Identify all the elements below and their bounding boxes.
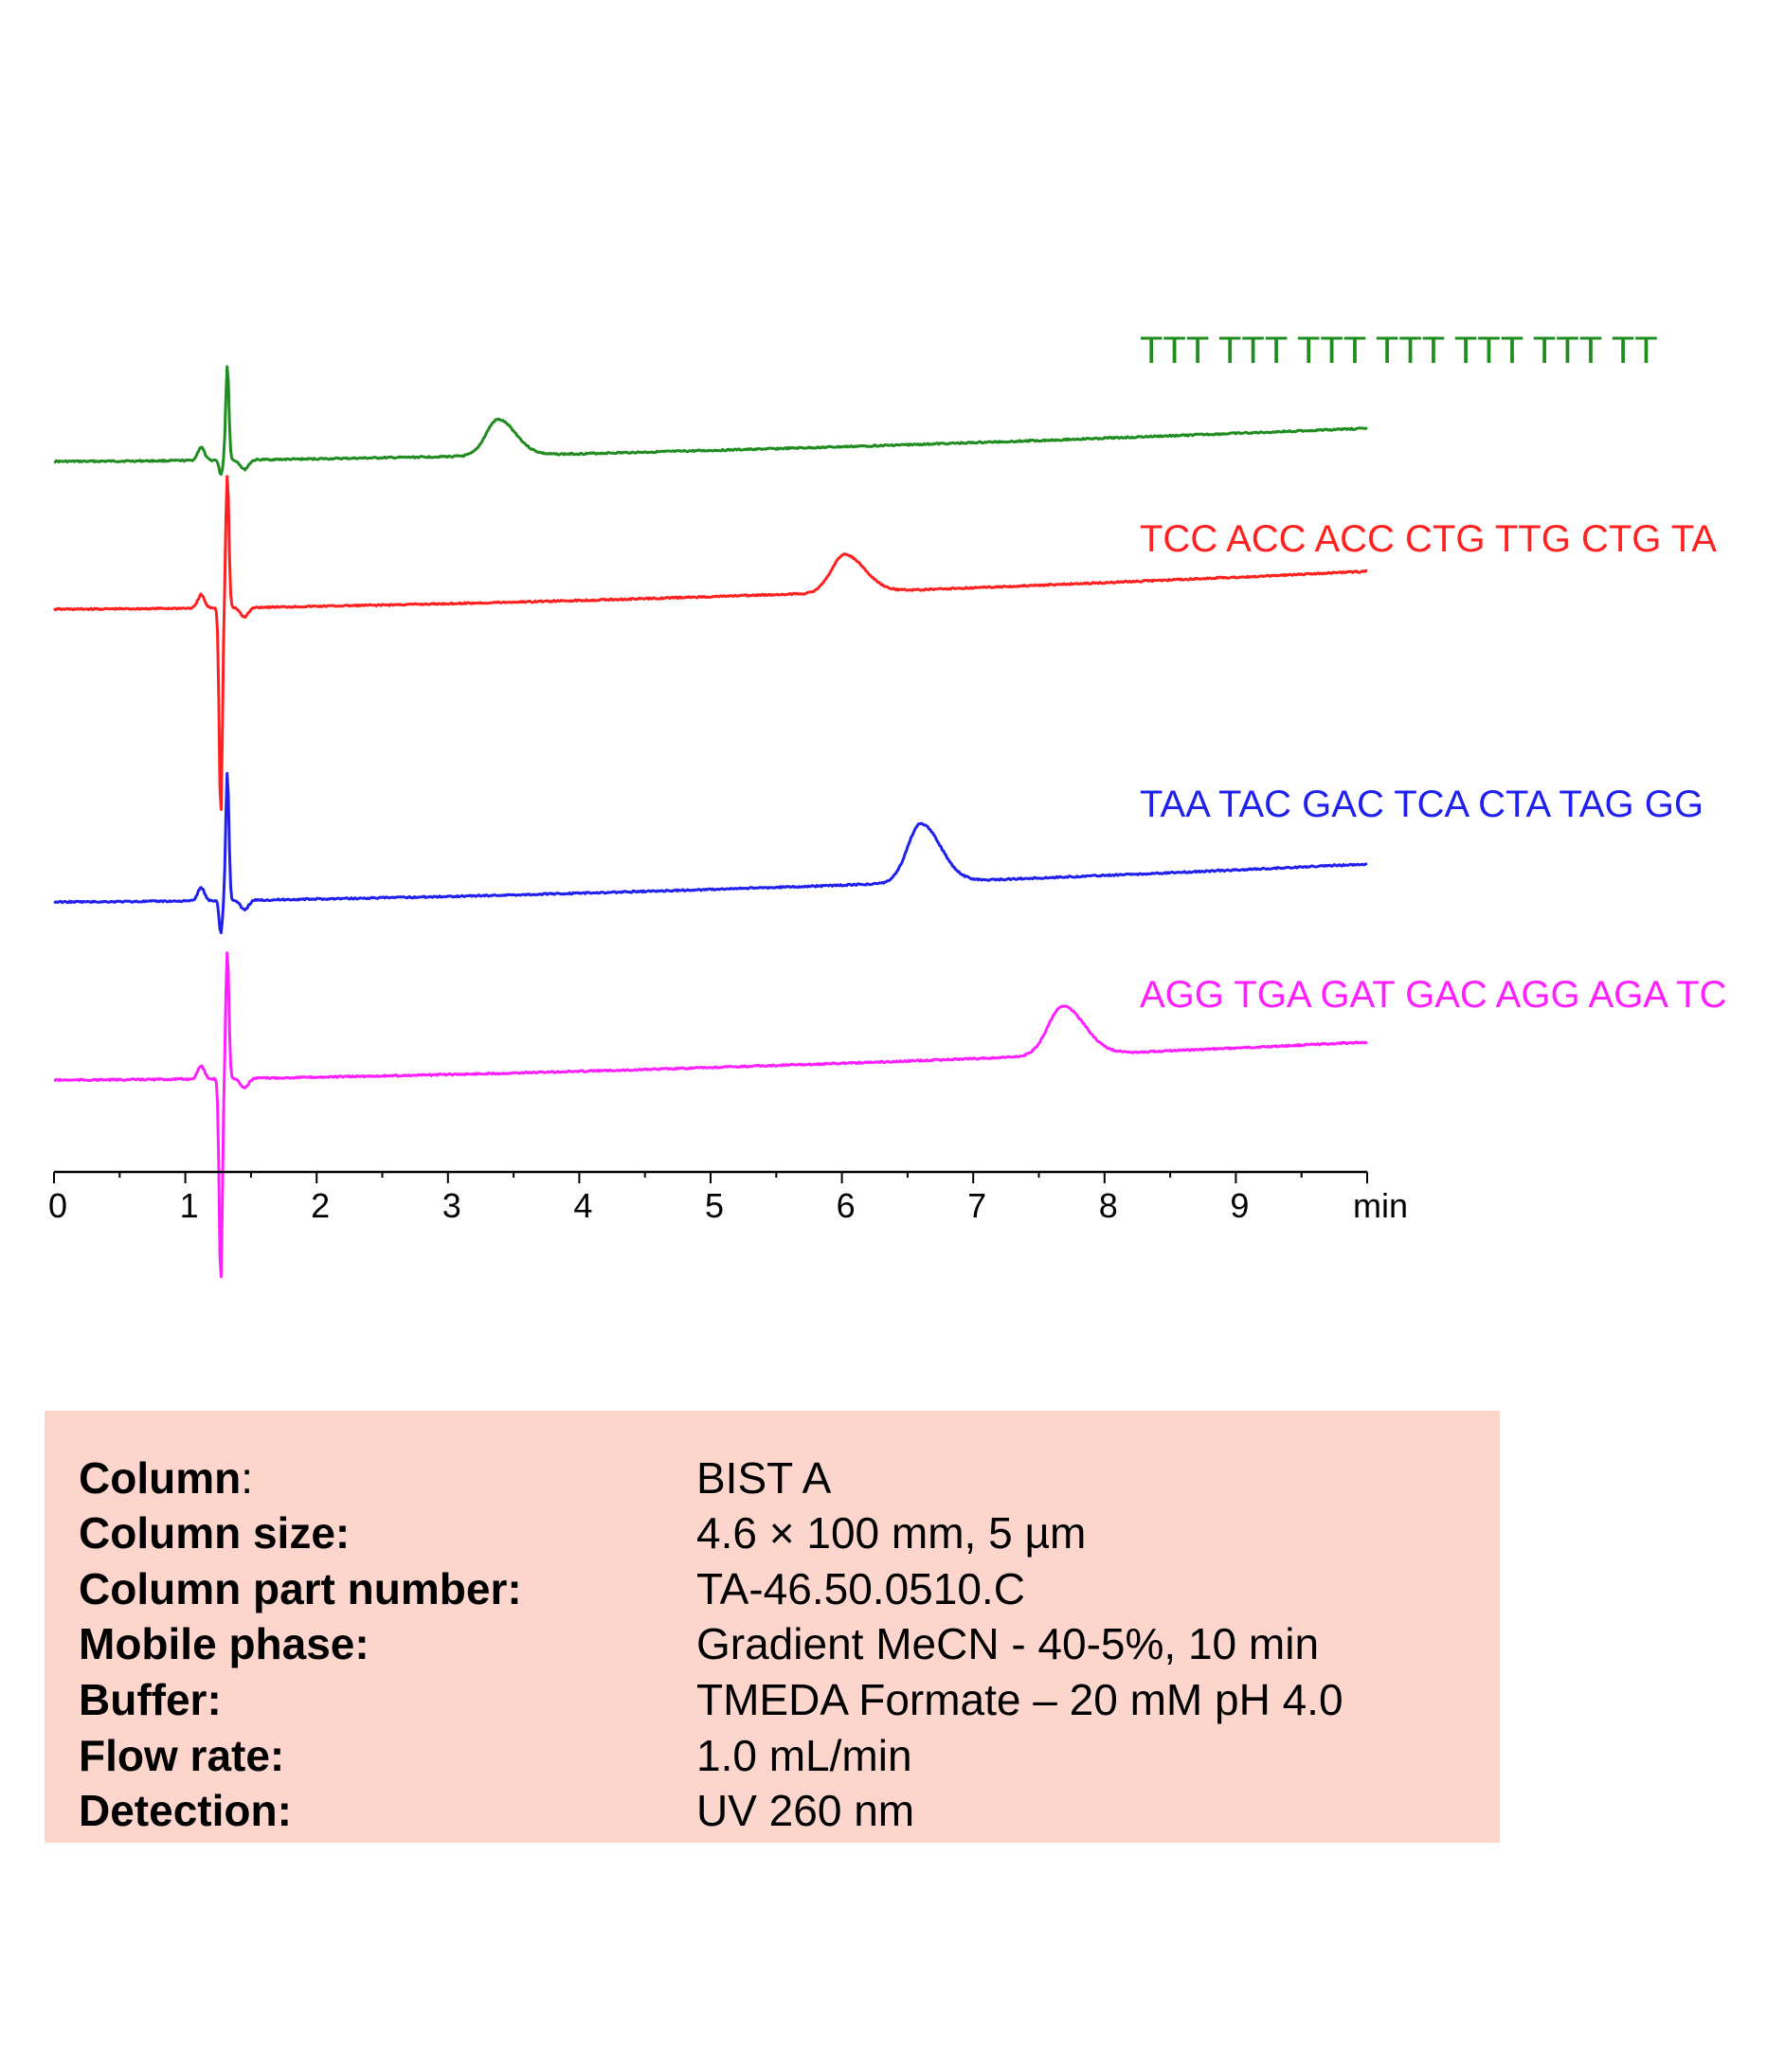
condition-label: Column part number:: [79, 1564, 522, 1613]
x-axis: 0 1 2 3 4 5 6 7 8 9 min: [48, 1170, 1408, 1225]
condition-label: Buffer:: [79, 1675, 222, 1724]
condition-label: Column size:: [79, 1508, 351, 1558]
condition-label: Column:: [79, 1453, 253, 1503]
x-tick-label: 3: [442, 1186, 461, 1225]
series-label-3: TAA TAC GAC TCA CTA TAG GG: [1140, 784, 1704, 825]
condition-value: TA-46.50.0510.C: [696, 1564, 1025, 1613]
x-tick-label: 0: [48, 1186, 67, 1225]
condition-value: 1.0 mL/min: [696, 1731, 912, 1780]
trace-line-3: [53, 771, 1368, 935]
method-conditions-panel: Column: BIST A Column size: 4.6 × 100 mm…: [45, 1411, 1500, 1843]
series-label-4: AGG TGA GAT GAC AGG AGA TC: [1140, 974, 1726, 1016]
condition-value: BIST A: [696, 1453, 832, 1503]
condition-label: Flow rate:: [79, 1731, 285, 1780]
trace-line-4: [53, 951, 1368, 1278]
x-tick-label: 8: [1099, 1186, 1118, 1225]
chromatogram-chart: TTT TTT TTT TTT TTT TTT TT TCC ACC ACC CT…: [48, 330, 1726, 1278]
traces-group: [53, 365, 1368, 1278]
x-tick-label: 1: [180, 1186, 199, 1225]
series-label-2: TCC ACC ACC CTG TTG CTG TA: [1140, 518, 1717, 560]
condition-value: TMEDA Formate – 20 mM pH 4.0: [696, 1675, 1343, 1724]
trace-line-1: [53, 365, 1368, 477]
trace-line-2: [53, 475, 1368, 811]
x-tick-label: 6: [837, 1186, 856, 1225]
condition-value: 4.6 × 100 mm, 5 µm: [696, 1508, 1087, 1558]
x-tick-label: 7: [967, 1186, 986, 1225]
x-tick-label: 9: [1230, 1186, 1249, 1225]
x-axis-unit-label: min: [1353, 1186, 1408, 1225]
condition-label: Detection:: [79, 1786, 292, 1835]
x-tick-label: 4: [573, 1186, 592, 1225]
condition-value: Gradient MeCN - 40-5%, 10 min: [696, 1619, 1320, 1668]
condition-value: UV 260 nm: [696, 1786, 915, 1835]
x-tick-label: 5: [705, 1186, 724, 1225]
series-label-1: TTT TTT TTT TTT TTT TTT TT: [1140, 330, 1658, 371]
series-labels-group: TTT TTT TTT TTT TTT TTT TT TCC ACC ACC CT…: [1140, 330, 1726, 1016]
condition-label: Mobile phase:: [79, 1619, 370, 1668]
x-tick-label: 2: [311, 1186, 330, 1225]
